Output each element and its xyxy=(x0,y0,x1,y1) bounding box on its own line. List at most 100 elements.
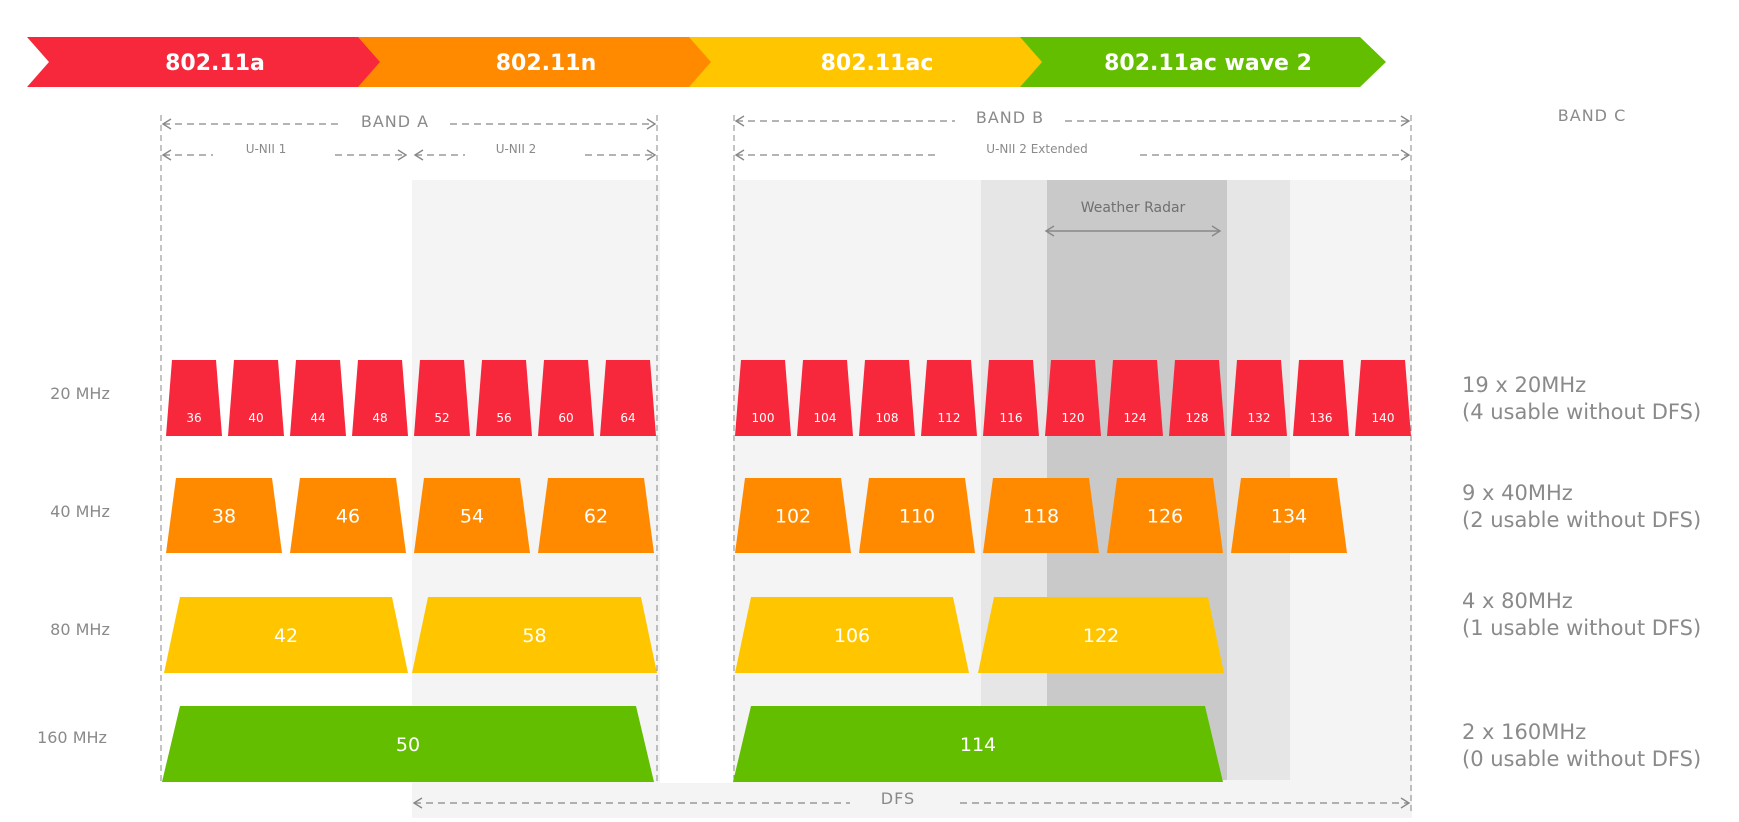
channel-shape xyxy=(1231,478,1347,553)
channel-shape xyxy=(290,360,346,436)
channel-number: 124 xyxy=(1124,411,1147,425)
channel-number: 62 xyxy=(584,506,608,528)
channel-shape xyxy=(164,597,408,673)
band-b-label: BAND B xyxy=(976,108,1044,127)
channel-number: 54 xyxy=(460,506,484,528)
channel-shape xyxy=(983,478,1099,553)
channel-shape xyxy=(228,360,284,436)
weather-radar-span: Weather Radar xyxy=(1044,200,1222,237)
band-b-span: BAND B xyxy=(734,108,1411,127)
channel-shape xyxy=(166,478,282,553)
channel-shape xyxy=(600,360,656,436)
channel-shape xyxy=(538,360,594,436)
channel-width-label: 40 MHz xyxy=(50,502,110,521)
summary-count: 2 x 160MHz xyxy=(1462,720,1586,744)
channel-width-label: 80 MHz xyxy=(50,620,110,639)
row-20-mhz: 20 MHz 36 40 44 48 52 56 60 64 100 104 108 112 116 120… xyxy=(50,360,1701,436)
channel-shape xyxy=(414,360,470,436)
channel-shape xyxy=(735,360,791,436)
standard-label-1: 802.11n xyxy=(496,51,597,76)
standard-label-2: 802.11ac xyxy=(821,51,934,76)
channel-shape xyxy=(166,360,222,436)
summary-usable: (0 usable without DFS) xyxy=(1462,747,1701,771)
band-a-span: BAND A xyxy=(161,112,657,131)
channel-number: 114 xyxy=(960,734,996,756)
channel-number: 112 xyxy=(938,411,961,425)
channel-number: 110 xyxy=(899,506,935,528)
channel-shape xyxy=(735,478,851,553)
channel-shape xyxy=(1293,360,1349,436)
summary-count: 9 x 40MHz xyxy=(1462,481,1573,505)
channel-number: 60 xyxy=(558,411,573,425)
summary-usable: (2 usable without DFS) xyxy=(1462,508,1701,532)
channel-number: 50 xyxy=(396,734,420,756)
channel-number: 102 xyxy=(775,506,811,528)
channel-shape xyxy=(733,706,1223,782)
channel-number: 38 xyxy=(212,506,236,528)
channel-width-label: 20 MHz xyxy=(50,384,110,403)
channel-shape xyxy=(162,706,654,782)
channel-number: 52 xyxy=(434,411,449,425)
channel-number: 40 xyxy=(248,411,263,425)
unii-2-ext-span: U-NII 2 Extended xyxy=(734,142,1411,161)
channel-number: 56 xyxy=(496,411,511,425)
row-40-mhz: 40 MHz 38 46 54 62 102 110 118 126 134 9 x 40MHz (2… xyxy=(50,478,1701,553)
standard-chevron-0 xyxy=(27,37,393,87)
standard-chevron-3 xyxy=(1020,37,1386,87)
channel-shape xyxy=(290,478,406,553)
channel-shape xyxy=(1231,360,1287,436)
channel-shape xyxy=(978,597,1224,673)
channel-shape xyxy=(859,478,975,553)
channel-number: 140 xyxy=(1372,411,1395,425)
standard-chevron-1 xyxy=(358,37,724,87)
channel-number: 58 xyxy=(522,625,546,647)
channel-shape xyxy=(1355,360,1411,436)
summary-count: 4 x 80MHz xyxy=(1462,589,1573,613)
channel-shape xyxy=(1107,360,1163,436)
channel-number: 118 xyxy=(1023,506,1059,528)
channel-rows: 20 MHz 36 40 44 48 52 56 60 64 100 104 108 112 116 120… xyxy=(37,360,1701,782)
channel-shape xyxy=(412,597,657,673)
channel-shape xyxy=(859,360,915,436)
standards-header: 802.11a 802.11n 802.11ac 802.11ac wave 2 xyxy=(27,37,1386,87)
channel-number: 126 xyxy=(1147,506,1183,528)
channel-shape xyxy=(983,360,1039,436)
unii-2-ext-label: U-NII 2 Extended xyxy=(986,142,1087,156)
unii-1-span: U-NII 1 xyxy=(161,142,408,161)
standard-label-0: 802.11a xyxy=(165,51,265,76)
channel-shape xyxy=(1045,360,1101,436)
unii-2-label: U-NII 2 xyxy=(496,142,537,156)
summary-count: 19 x 20MHz xyxy=(1462,373,1586,397)
channel-number: 128 xyxy=(1186,411,1209,425)
channel-number: 122 xyxy=(1083,625,1119,647)
channel-number: 132 xyxy=(1248,411,1271,425)
row-80-mhz: 80 MHz 42 58 106 122 4 x 80MHz (1 usable witho… xyxy=(50,589,1701,673)
channel-shape xyxy=(538,478,654,553)
channel-shape xyxy=(414,478,530,553)
channel-number: 116 xyxy=(1000,411,1023,425)
channel-number: 136 xyxy=(1310,411,1333,425)
channel-number: 48 xyxy=(372,411,387,425)
channel-number: 134 xyxy=(1271,506,1307,528)
band-c-label: BAND C xyxy=(1558,106,1626,125)
unii-2-span: U-NII 2 xyxy=(413,142,657,161)
channel-number: 46 xyxy=(336,506,360,528)
summary-usable: (1 usable without DFS) xyxy=(1462,616,1701,640)
dfs-label: DFS xyxy=(881,789,915,808)
dfs-span: DFS xyxy=(412,789,1411,809)
channel-number: 100 xyxy=(752,411,775,425)
channel-shape xyxy=(352,360,408,436)
standard-chevron-2 xyxy=(689,37,1055,87)
channel-shape xyxy=(1107,478,1223,553)
channel-number: 64 xyxy=(620,411,635,425)
weather-radar-label: Weather Radar xyxy=(1081,200,1186,216)
channel-shape xyxy=(476,360,532,436)
unii-1-label: U-NII 1 xyxy=(246,142,287,156)
summary-usable: (4 usable without DFS) xyxy=(1462,400,1701,424)
channel-shape xyxy=(921,360,977,436)
channel-number: 108 xyxy=(876,411,899,425)
channel-shape xyxy=(735,597,969,673)
channel-number: 106 xyxy=(834,625,870,647)
channel-number: 44 xyxy=(310,411,325,425)
